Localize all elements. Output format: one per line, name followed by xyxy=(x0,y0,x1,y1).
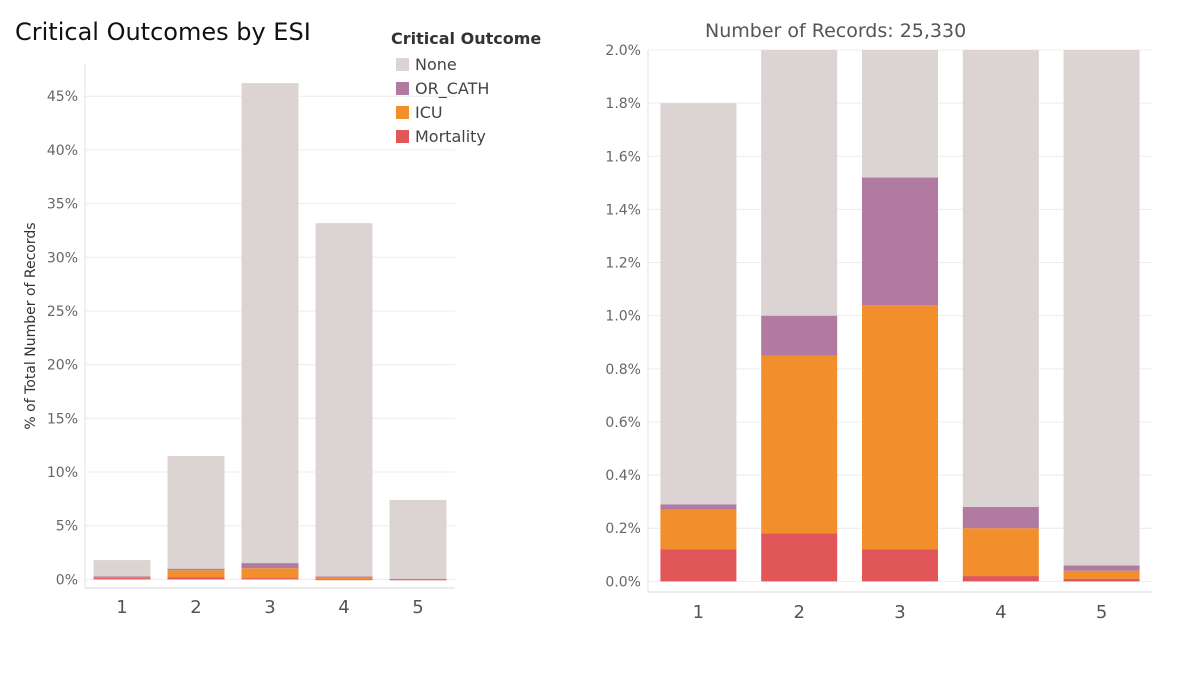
chart1-bar-icu-esi-1 xyxy=(93,576,151,579)
chart2-bar-none-esi-4 xyxy=(962,50,1039,507)
chart1-bar-icu-esi-4 xyxy=(315,577,373,580)
chart1-bar-none-esi-3 xyxy=(241,83,299,564)
chart2-bar-icu-esi-3 xyxy=(862,305,938,550)
chart1-ytick-label: 10% xyxy=(47,465,78,481)
chart1-bar-or-cath-esi-2 xyxy=(167,568,225,571)
chart2-bar-mortality-esi-2 xyxy=(761,533,838,582)
chart2-xtick-label: 5 xyxy=(1096,602,1107,623)
legend-swatch-none xyxy=(396,57,409,71)
chart2-bar-none-esi-5 xyxy=(1063,50,1140,566)
legend-label-or-cath: OR_CATH xyxy=(415,78,490,98)
chart2-ytick-label: 0.2% xyxy=(605,521,641,537)
chart1-bar-icu-esi-3 xyxy=(241,568,299,579)
chart2-bar-icu-esi-4 xyxy=(962,528,1039,577)
chart2-ytick-label: 1.6% xyxy=(605,149,641,165)
chart1-bar-icu-esi-2 xyxy=(167,570,225,578)
chart1-ytick-label: 15% xyxy=(47,411,78,427)
chart1-ytick-label: 40% xyxy=(47,143,78,159)
legend-item-none[interactable]: None xyxy=(391,52,541,76)
chart1-ytick-label: 45% xyxy=(47,89,78,105)
legend: Critical Outcome None OR_CATH ICU Mortal… xyxy=(391,29,541,148)
chart2-ytick-label: 0.6% xyxy=(605,415,641,431)
chart2-bar-none-esi-2 xyxy=(761,50,838,316)
legend-label-icu: ICU xyxy=(415,102,443,122)
chart2-bar-mortality-esi-3 xyxy=(862,549,938,582)
chart1-xtick-label: 3 xyxy=(264,597,275,618)
chart1-bar-mortality-esi-3 xyxy=(241,578,299,580)
chart1-ytick-label: 30% xyxy=(47,250,78,266)
chart2-xtick-label: 4 xyxy=(995,602,1006,623)
chart1-xtick-label: 2 xyxy=(190,597,201,618)
chart1-bar-mortality-esi-2 xyxy=(167,577,225,580)
legend-label-none: None xyxy=(415,54,457,74)
chart2-bar-none-esi-3 xyxy=(862,50,938,178)
chart1-bar-none-esi-2 xyxy=(167,455,225,569)
chart2-ytick-label: 1.0% xyxy=(605,309,641,325)
chart1-ytick-label: 5% xyxy=(56,519,78,535)
chart1-bar-mortality-esi-4 xyxy=(315,579,373,581)
chart2-xtick-label: 1 xyxy=(693,602,704,623)
chart2-ytick-label: 1.4% xyxy=(605,202,641,218)
chart1-y-axis-label: % of Total Number of Records xyxy=(23,222,39,429)
chart1-ytick-label: 25% xyxy=(47,304,78,320)
chart2-ytick-label: 1.8% xyxy=(605,96,641,112)
legend-item-mortality[interactable]: Mortality xyxy=(391,124,541,148)
chart1-bar-none-esi-1 xyxy=(93,560,151,577)
chart1-xtick-label: 4 xyxy=(338,597,349,618)
chart1-bar-or-cath-esi-4 xyxy=(315,576,373,578)
chart1-ytick-label: 0% xyxy=(56,572,78,588)
legend-item-icu[interactable]: ICU xyxy=(391,100,541,124)
chart1-bar-none-esi-4 xyxy=(315,223,373,577)
chart2-bar-none-esi-1 xyxy=(660,103,737,505)
chart2-ytick-label: 0.8% xyxy=(605,362,641,378)
chart-title: Critical Outcomes by ESI xyxy=(15,18,311,46)
chart2-ytick-label: 1.2% xyxy=(605,256,641,272)
legend-title: Critical Outcome xyxy=(391,29,542,48)
chart2-bar-mortality-esi-4 xyxy=(962,576,1039,582)
chart2-xtick-label: 3 xyxy=(894,602,905,623)
records-count-title: Number of Records: 25,330 xyxy=(705,20,967,42)
chart2-xtick-label: 2 xyxy=(793,602,804,623)
legend-item-or-cath[interactable]: OR_CATH xyxy=(391,76,541,100)
chart1-xtick-label: 1 xyxy=(116,597,127,618)
chart1-bar-or-cath-esi-3 xyxy=(241,563,299,569)
chart2-bar-mortality-esi-1 xyxy=(660,549,737,582)
chart1-ytick-label: 20% xyxy=(47,358,78,374)
chart1-bar-or-cath-esi-1 xyxy=(93,576,151,578)
chart2-bar-icu-esi-2 xyxy=(761,355,838,534)
chart2-bar-or-cath-esi-1 xyxy=(660,504,737,510)
legend-swatch-mortality xyxy=(396,129,409,143)
chart1-bar-mortality-esi-1 xyxy=(93,578,151,580)
chart2-bar-or-cath-esi-5 xyxy=(1063,565,1140,571)
chart1-bar-none-esi-5 xyxy=(389,499,447,579)
chart2-bar-or-cath-esi-4 xyxy=(962,506,1039,529)
legend-swatch-or-cath xyxy=(396,81,409,95)
chart2-bar-icu-esi-5 xyxy=(1063,570,1140,579)
legend-swatch-icu xyxy=(396,105,409,119)
legend-label-mortality: Mortality xyxy=(415,126,486,146)
chart2-bar-icu-esi-1 xyxy=(660,509,737,550)
chart2-bar-or-cath-esi-2 xyxy=(761,315,838,356)
chart1-ytick-label: 35% xyxy=(47,197,78,213)
chart2-ytick-label: 0.0% xyxy=(605,574,641,590)
chart2-ytick-label: 0.4% xyxy=(605,468,641,484)
chart2-ytick-label: 2.0% xyxy=(605,43,641,59)
chart2-bar-or-cath-esi-3 xyxy=(862,177,938,306)
chart1-xtick-label: 5 xyxy=(412,597,423,618)
chart2-bar-mortality-esi-5 xyxy=(1063,578,1140,582)
chart1-bar-or-cath-esi-5 xyxy=(389,578,447,580)
